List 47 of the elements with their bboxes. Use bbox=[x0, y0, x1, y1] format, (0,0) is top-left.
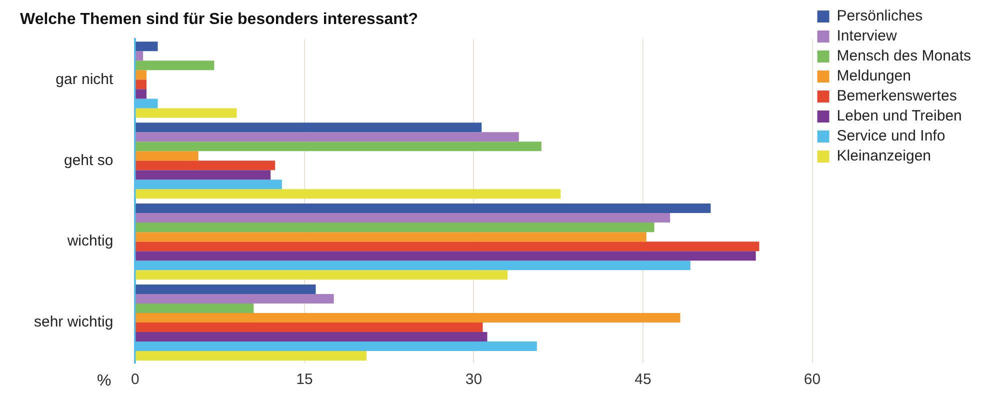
bar bbox=[136, 232, 646, 242]
bar bbox=[136, 170, 271, 180]
legend-label: Meldungen bbox=[836, 68, 912, 85]
y-tick-label: geht so bbox=[64, 152, 114, 169]
x-tick-label: 30 bbox=[465, 371, 482, 388]
bar bbox=[136, 89, 146, 99]
bar bbox=[136, 251, 756, 261]
bar bbox=[136, 42, 158, 52]
bar bbox=[136, 151, 198, 161]
y-tick-label: sehr wichtig bbox=[34, 314, 114, 331]
bar bbox=[136, 142, 542, 152]
bar bbox=[136, 189, 561, 199]
bar bbox=[136, 332, 488, 342]
y-tick-label: gar nicht bbox=[56, 70, 114, 88]
bar bbox=[136, 60, 214, 70]
bar bbox=[136, 51, 144, 61]
x-tick-label: 0 bbox=[131, 371, 140, 388]
chart-title: Welche Themen sind für Sie besonders interessant? bbox=[20, 11, 418, 28]
bar bbox=[136, 313, 680, 323]
bar bbox=[136, 270, 508, 280]
bar bbox=[136, 213, 670, 223]
legend-label: Mensch des Monats bbox=[836, 48, 972, 65]
bar bbox=[136, 284, 316, 294]
bar bbox=[136, 132, 519, 142]
legend-label: Leben und Treiben bbox=[836, 108, 962, 125]
bar bbox=[136, 122, 482, 132]
bar bbox=[136, 351, 367, 361]
bar bbox=[136, 204, 711, 214]
legend-label: Persönliches bbox=[836, 8, 923, 25]
bar bbox=[136, 322, 483, 332]
x-tick-label: 45 bbox=[634, 371, 652, 388]
x-axis-title: % bbox=[96, 372, 112, 390]
legend-label: Kleinanzeigen bbox=[836, 148, 932, 165]
bar bbox=[136, 304, 254, 314]
bar bbox=[136, 70, 146, 80]
bar bbox=[136, 80, 146, 90]
bar bbox=[136, 160, 276, 170]
x-tick-label: 15 bbox=[296, 371, 313, 388]
legend-label: Bemerkenswertes bbox=[836, 88, 957, 105]
x-tick-label: 60 bbox=[804, 371, 821, 388]
bar bbox=[136, 108, 237, 118]
legend-label: Interview bbox=[836, 28, 897, 45]
bar bbox=[136, 242, 760, 252]
bar bbox=[136, 222, 654, 232]
bar bbox=[136, 294, 334, 304]
legend-label: Service und Info bbox=[836, 128, 946, 145]
y-tick-label: wichtig bbox=[66, 232, 114, 250]
